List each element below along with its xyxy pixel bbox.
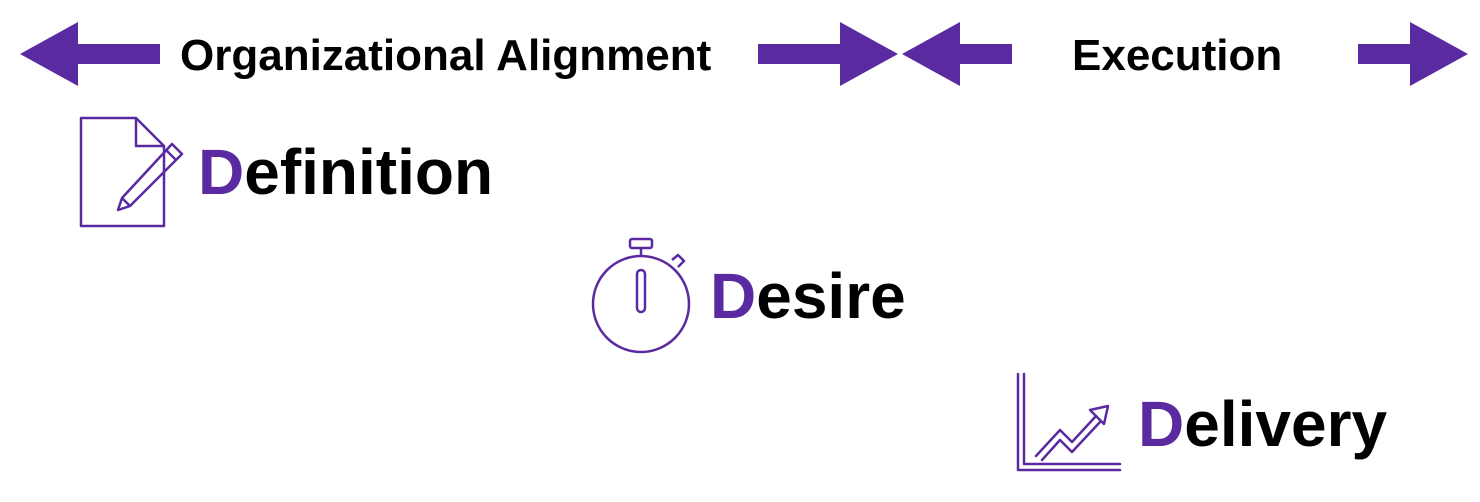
- stage-word-desire: Desire: [710, 264, 906, 328]
- stage-word-definition: Definition: [198, 140, 493, 204]
- phase-label-execution: Execution: [1072, 31, 1283, 80]
- stage-delivery: Delivery: [1014, 372, 1387, 476]
- stage-rest: elivery: [1184, 388, 1388, 460]
- stage-initial: D: [198, 136, 245, 208]
- stage-definition: Definition: [78, 114, 493, 230]
- growth-chart-icon: [1016, 372, 1122, 472]
- phase-2-right-arrow-icon: [1358, 22, 1468, 86]
- phase-1-right-arrow-icon: [758, 22, 898, 86]
- phase-label-organizational-alignment: Organizational Alignment: [180, 31, 712, 80]
- document-edit-icon: [79, 116, 184, 228]
- stage-word-delivery: Delivery: [1138, 392, 1387, 456]
- stage-desire: Desire: [590, 236, 906, 356]
- phase-2-left-arrow-icon: [902, 22, 1012, 86]
- stopwatch-icon: [591, 237, 691, 354]
- stage-initial: D: [1138, 388, 1185, 460]
- stage-initial: D: [710, 260, 757, 332]
- phase-1-left-arrow-icon: [20, 22, 160, 86]
- stage-rest: esire: [756, 260, 906, 332]
- stage-rest: efinition: [244, 136, 494, 208]
